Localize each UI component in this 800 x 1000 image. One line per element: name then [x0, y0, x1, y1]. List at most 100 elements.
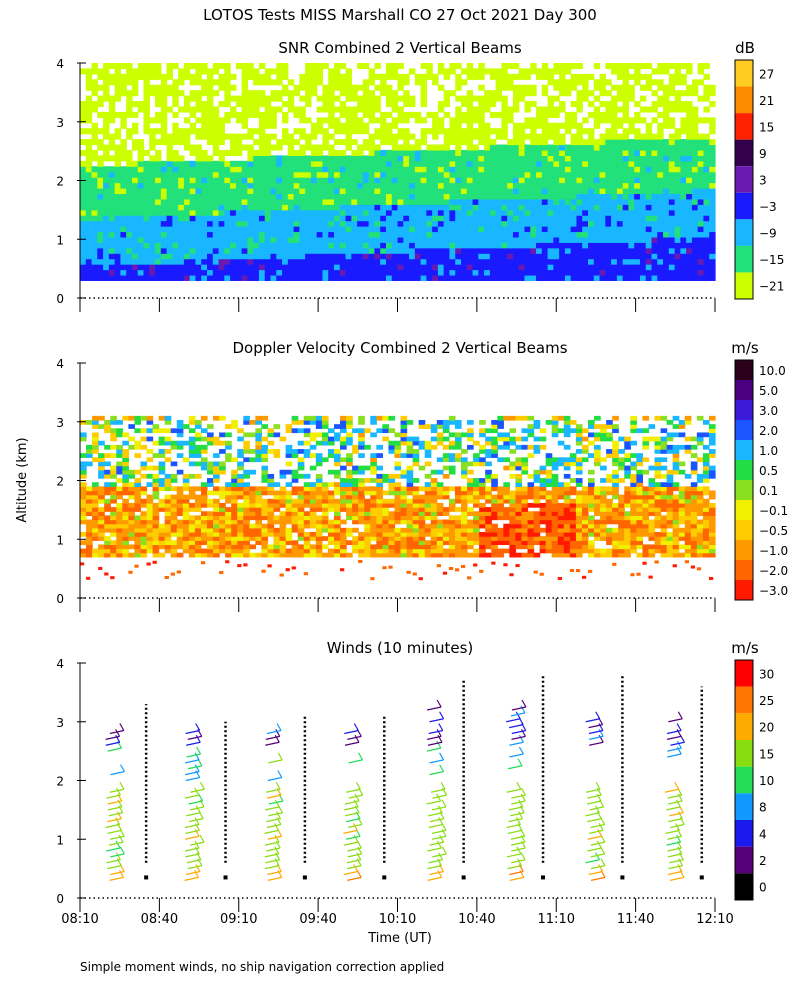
velocity-cell — [340, 490, 347, 496]
snr-cell — [663, 68, 670, 75]
snr-cell — [85, 242, 93, 249]
snr-cell — [489, 73, 497, 80]
snr-cell — [357, 242, 364, 249]
snr-cell — [524, 193, 531, 200]
snr-cell — [599, 204, 606, 211]
snr-cell — [322, 242, 329, 249]
velocity-cell — [140, 473, 148, 479]
snr-cell — [357, 236, 364, 243]
velocity-cell — [352, 490, 359, 496]
snr-cell — [559, 68, 566, 75]
snr-cell — [501, 177, 508, 184]
snr-cell — [426, 236, 433, 243]
snr-cell — [524, 182, 531, 189]
snr-cell — [437, 155, 445, 162]
snr-cell — [97, 95, 104, 102]
snr-cell — [524, 258, 531, 265]
snr-cell — [691, 106, 699, 113]
snr-cell — [195, 220, 202, 227]
snr-cell — [91, 84, 98, 91]
snr-cell — [605, 139, 612, 146]
snr-cell — [310, 220, 318, 227]
snr-cell — [310, 187, 318, 195]
snr-cell — [131, 242, 139, 249]
snr-cell — [495, 73, 503, 80]
snr-cell — [593, 166, 601, 173]
velocity-cell — [346, 507, 353, 512]
snr-cell — [230, 193, 237, 200]
snr-cell — [166, 166, 173, 173]
snr-cell — [380, 204, 387, 211]
velocity-cell — [207, 502, 214, 508]
velocity-cell — [315, 523, 323, 529]
velocity-cell — [176, 544, 184, 550]
snr-cell — [461, 258, 468, 265]
snr-cell — [149, 274, 156, 281]
snr-cell — [634, 177, 641, 184]
velocity-cell — [200, 428, 208, 434]
snr-cell — [634, 68, 641, 75]
snr-cell — [108, 95, 116, 102]
snr-cell — [166, 155, 173, 162]
snr-cell — [293, 84, 300, 91]
snr-cell — [230, 139, 237, 146]
snr-cell — [518, 198, 526, 205]
snr-cell — [357, 264, 364, 271]
snr-cell — [414, 160, 422, 167]
snr-cell — [195, 90, 202, 97]
snr-cell — [489, 204, 497, 211]
snr-cell — [437, 226, 445, 233]
velocity-cell — [116, 527, 123, 533]
velocity-cell — [188, 507, 196, 512]
snr-cell — [541, 149, 549, 156]
snr-cell — [680, 182, 687, 189]
snr-cell — [143, 182, 150, 189]
snr-cell — [680, 258, 687, 265]
snr-cell — [541, 253, 549, 260]
snr-cell — [305, 193, 312, 200]
snr-cell — [224, 226, 231, 233]
snr-cell — [403, 242, 410, 249]
snr-cell — [241, 247, 249, 254]
velocity-cell — [225, 540, 232, 546]
snr-cell — [224, 215, 231, 222]
snr-cell — [616, 182, 624, 189]
snr-cell — [212, 149, 220, 156]
snr-cell — [264, 133, 272, 140]
snr-cell — [258, 258, 266, 265]
snr-cell — [80, 106, 87, 113]
velocity-cell — [128, 552, 136, 558]
snr-cell — [305, 264, 312, 271]
snr-cell — [328, 220, 335, 227]
snr-cell — [282, 215, 289, 222]
snr-cell — [472, 269, 479, 276]
snr-cell — [639, 133, 647, 140]
snr-cell — [599, 236, 606, 243]
snr-cell — [484, 204, 491, 211]
snr-cell — [443, 220, 451, 227]
snr-cell — [437, 171, 445, 178]
snr-cell — [97, 193, 104, 200]
snr-cell — [524, 198, 531, 205]
snr-cell — [501, 258, 508, 265]
snr-cell — [172, 149, 179, 156]
velocity-cell — [164, 540, 172, 546]
velocity-cell — [176, 531, 184, 537]
snr-cell — [201, 122, 208, 129]
velocity-cell — [98, 527, 105, 533]
velocity-cell — [225, 523, 232, 529]
velocity-cell — [261, 490, 269, 496]
snr-cell — [322, 101, 329, 108]
velocity-cell — [98, 465, 105, 471]
velocity-cell — [303, 519, 311, 525]
velocity-cell — [225, 424, 232, 429]
snr-cell — [339, 111, 347, 118]
snr-cell — [310, 258, 318, 265]
velocity-cell — [364, 511, 371, 517]
snr-cell — [639, 187, 647, 195]
snr-cell — [455, 95, 462, 102]
velocity-cell — [364, 523, 371, 529]
snr-cell — [258, 242, 266, 249]
snr-cell — [166, 160, 173, 167]
velocity-cell — [358, 507, 365, 512]
